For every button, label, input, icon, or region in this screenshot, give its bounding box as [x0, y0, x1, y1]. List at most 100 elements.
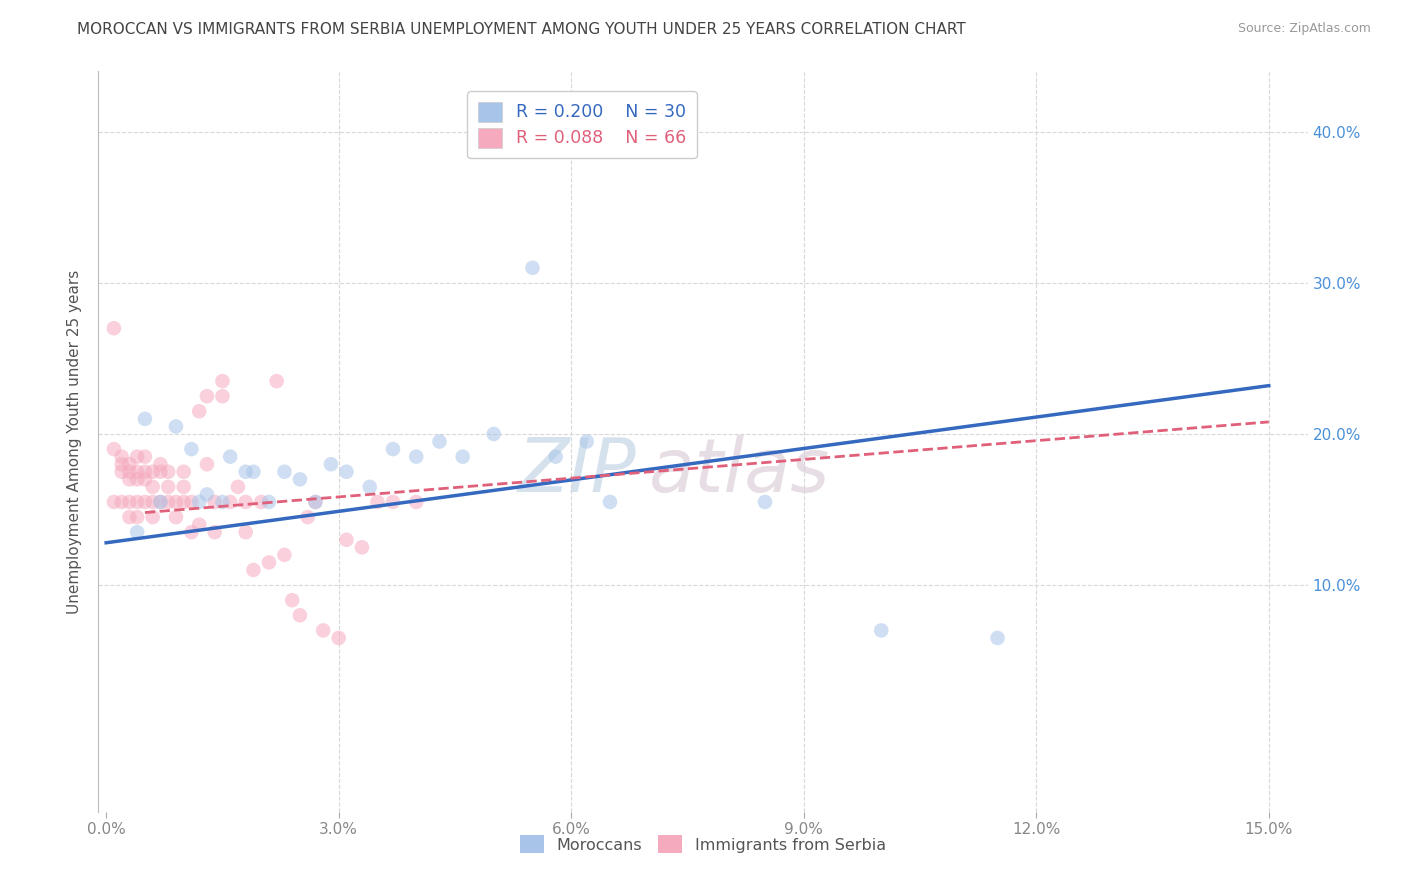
Point — [127, 472, 149, 486]
Point — [250, 495, 273, 509]
Text: ZIP: ZIP — [517, 435, 637, 508]
Point — [149, 465, 172, 479]
Point — [242, 563, 264, 577]
Point — [219, 495, 242, 509]
Point — [173, 465, 195, 479]
Point — [165, 419, 187, 434]
Point — [257, 556, 280, 570]
Point — [111, 457, 134, 471]
Point — [127, 510, 149, 524]
Point — [235, 525, 257, 540]
Point — [173, 480, 195, 494]
Point — [304, 495, 326, 509]
Point — [157, 465, 180, 479]
Point — [359, 480, 381, 494]
Point — [195, 389, 218, 403]
Point — [754, 495, 776, 509]
Point — [127, 495, 149, 509]
Point — [134, 465, 156, 479]
Point — [103, 442, 125, 456]
Point — [118, 457, 141, 471]
Point — [165, 510, 187, 524]
Point — [118, 495, 141, 509]
Point — [195, 457, 218, 471]
Point — [111, 465, 134, 479]
Point — [165, 495, 187, 509]
Point — [266, 374, 288, 388]
Point — [134, 495, 156, 509]
Point — [142, 510, 165, 524]
Text: Source: ZipAtlas.com: Source: ZipAtlas.com — [1237, 22, 1371, 36]
Point — [599, 495, 621, 509]
Point — [127, 465, 149, 479]
Point — [118, 465, 141, 479]
Point — [288, 472, 311, 486]
Point — [134, 450, 156, 464]
Point — [204, 525, 226, 540]
Point — [149, 457, 172, 471]
Point — [335, 533, 357, 547]
Point — [180, 525, 202, 540]
Point — [188, 495, 211, 509]
Point — [188, 404, 211, 418]
Point — [211, 389, 233, 403]
Point — [111, 495, 134, 509]
Text: atlas: atlas — [648, 435, 830, 508]
Point — [211, 495, 233, 509]
Point — [242, 465, 264, 479]
Point — [118, 510, 141, 524]
Point — [142, 465, 165, 479]
Point — [273, 465, 295, 479]
Point — [297, 510, 319, 524]
Point — [257, 495, 280, 509]
Point — [319, 457, 342, 471]
Point — [381, 442, 404, 456]
Point — [195, 487, 218, 501]
Point — [149, 495, 172, 509]
Point — [103, 321, 125, 335]
Point — [381, 495, 404, 509]
Point — [405, 495, 427, 509]
Point — [103, 495, 125, 509]
Point — [226, 480, 249, 494]
Point — [451, 450, 474, 464]
Y-axis label: Unemployment Among Youth under 25 years: Unemployment Among Youth under 25 years — [67, 269, 83, 614]
Point — [273, 548, 295, 562]
Point — [522, 260, 544, 275]
Point — [127, 450, 149, 464]
Point — [870, 624, 893, 638]
Point — [180, 442, 202, 456]
Point — [188, 517, 211, 532]
Point — [134, 412, 156, 426]
Point — [429, 434, 451, 449]
Point — [111, 450, 134, 464]
Point — [173, 495, 195, 509]
Point — [281, 593, 304, 607]
Point — [986, 631, 1008, 645]
Point — [157, 495, 180, 509]
Point — [482, 427, 505, 442]
Point — [312, 624, 335, 638]
Text: MOROCCAN VS IMMIGRANTS FROM SERBIA UNEMPLOYMENT AMONG YOUTH UNDER 25 YEARS CORRE: MOROCCAN VS IMMIGRANTS FROM SERBIA UNEMP… — [77, 22, 966, 37]
Point — [149, 495, 172, 509]
Point — [304, 495, 326, 509]
Point — [328, 631, 350, 645]
Point — [127, 525, 149, 540]
Point — [575, 434, 598, 449]
Point — [350, 541, 373, 555]
Point — [235, 495, 257, 509]
Legend: Moroccans, Immigrants from Serbia: Moroccans, Immigrants from Serbia — [513, 829, 893, 859]
Point — [235, 465, 257, 479]
Point — [366, 495, 388, 509]
Point — [335, 465, 357, 479]
Point — [405, 450, 427, 464]
Point — [204, 495, 226, 509]
Point — [544, 450, 567, 464]
Point — [142, 480, 165, 494]
Point — [118, 472, 141, 486]
Point — [219, 450, 242, 464]
Point — [288, 608, 311, 623]
Point — [157, 480, 180, 494]
Point — [134, 472, 156, 486]
Point — [142, 495, 165, 509]
